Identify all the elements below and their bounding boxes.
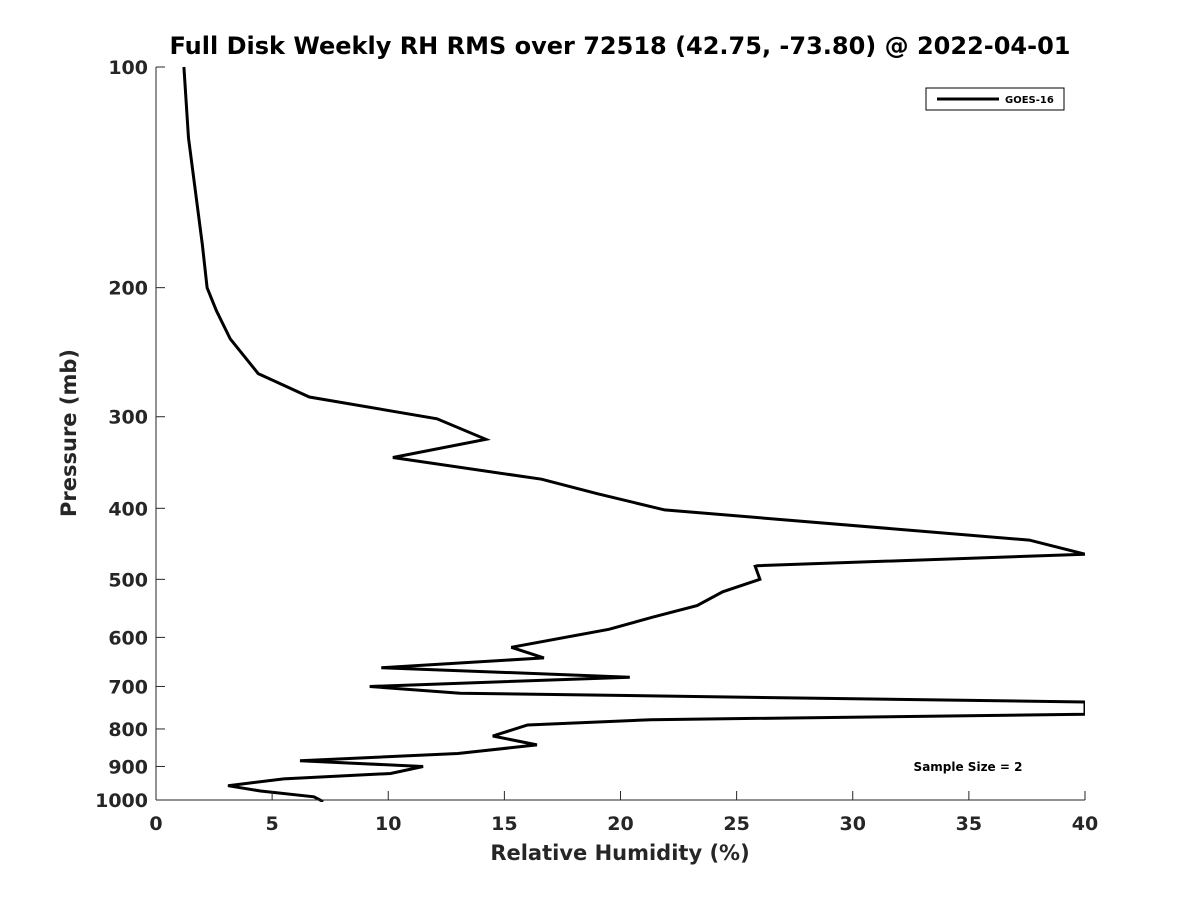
y-tick-label: 200 <box>108 278 148 300</box>
x-tick-label: 25 <box>723 813 749 835</box>
x-tick-label: 40 <box>1072 813 1098 835</box>
legend-label-goes-16: GOES-16 <box>1005 95 1054 106</box>
y-tick-label: 400 <box>108 498 148 520</box>
y-tick-label: 100 <box>108 57 148 79</box>
x-tick-label: 5 <box>266 813 279 835</box>
x-tick-label: 20 <box>607 813 633 835</box>
y-tick-label: 800 <box>108 719 148 741</box>
y-tick-label: 500 <box>108 569 148 591</box>
y-tick-label: 300 <box>108 407 148 429</box>
plot-area <box>156 67 1085 800</box>
sample-size-annotation: Sample Size = 2 <box>914 760 1023 774</box>
x-tick-label: 0 <box>149 813 162 835</box>
x-tick-label: 30 <box>840 813 866 835</box>
x-tick-label: 10 <box>375 813 401 835</box>
x-axis-label: Relative Humidity (%) <box>490 841 749 865</box>
chart-title: Full Disk Weekly RH RMS over 72518 (42.7… <box>169 32 1070 60</box>
y-tick-label: 700 <box>108 676 148 698</box>
y-axis-label: Pressure (mb) <box>57 349 81 517</box>
series-line-goes-16 <box>182 66 1085 802</box>
y-tick-label: 900 <box>108 756 148 778</box>
y-tick-label: 600 <box>108 627 148 649</box>
x-tick-label: 35 <box>956 813 982 835</box>
x-tick-label: 15 <box>491 813 517 835</box>
legend: GOES-16 <box>925 87 1065 111</box>
y-tick-label: 1000 <box>95 790 148 812</box>
